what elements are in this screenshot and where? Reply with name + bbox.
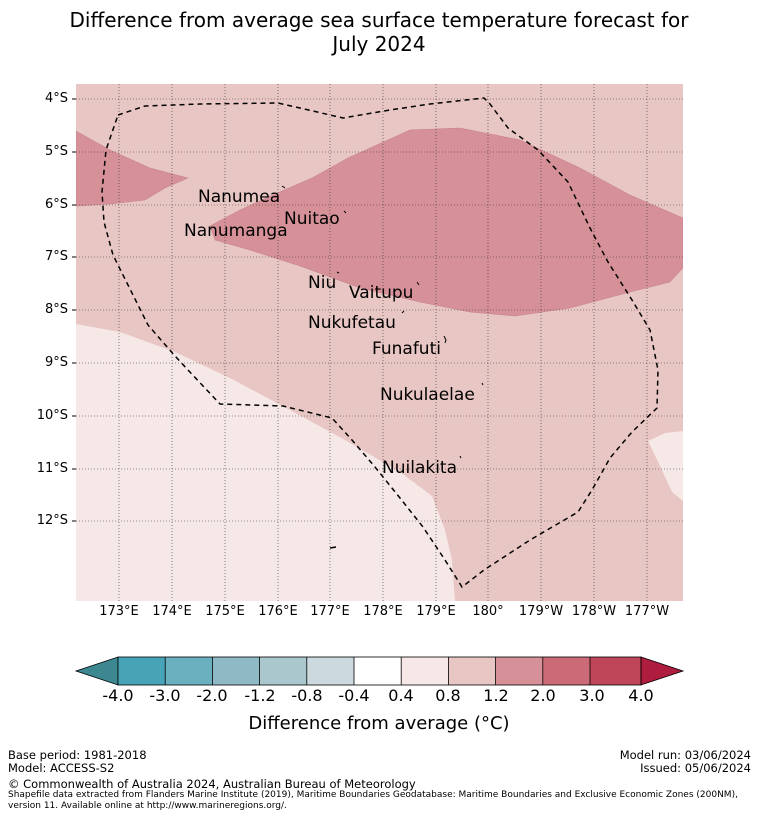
place-funafuti: Funafuti [372,339,441,359]
island-nukulaelae [481,382,484,386]
eez-boundary [101,97,659,589]
anomaly-region-0.4-0.8-southwest [76,324,455,601]
island-nukufetau [401,310,405,314]
issued-date: Issued: 05/06/2024 [640,761,751,775]
lat-label-10s: 10°S [36,408,68,423]
colorbar-tick: -4.0 [102,686,134,705]
colorbar-tick: 0.4 [388,686,414,705]
base-period: Base period: 1981-2018 [8,748,147,762]
source-line-2: version 11. Available online at http://w… [8,801,287,811]
island-nuitao [343,210,347,214]
colorbar-bin-3 [212,657,260,685]
island-south [329,546,337,549]
lon-label-174e: 174°E [152,604,192,619]
colorbar-bin-9 [495,657,543,685]
colorbar-bin-11 [590,657,641,685]
place-vaitupu: Vaitupu [349,283,414,303]
island-nuilakita [459,455,462,459]
colorbar-tick: 4.0 [628,686,654,705]
lat-label-5s: 5°S [44,144,68,159]
colorbar-bin-6 [354,657,402,685]
island-niu [336,271,340,274]
anomaly-region-0.4-0.8-southeast [648,431,683,501]
colorbar [74,656,685,686]
place-nuilakita: Nuilakita [382,458,458,478]
copyright: © Commonwealth of Australia 2024, Austra… [8,777,416,791]
place-nanumea: Nanumea [198,187,281,207]
lon-label-173e: 173°E [99,604,139,619]
lat-label-7s: 7°S [44,249,68,264]
lon-label-180: 180° [472,604,504,619]
colorbar-tick: -2.0 [196,686,228,705]
colorbar-tick: -1.2 [244,686,276,705]
source-line-1: Shapefile data extracted from Flanders M… [8,790,738,800]
anomaly-region-1.2-2.0-main [209,127,683,317]
lat-label-9s: 9°S [44,355,68,370]
lat-label-4s: 4°S [44,91,68,106]
colorbar-tick: -0.4 [338,686,370,705]
colorbar-bin-5 [306,657,354,685]
colorbar-bin-4 [259,657,307,685]
colorbar-bin-8 [448,657,496,685]
lat-label-11s: 11°S [36,461,68,476]
lon-label-176e: 176°E [258,604,298,619]
model-name: Model: ACCESS-S2 [8,761,115,775]
colorbar-tick: 3.0 [579,686,605,705]
lon-label-178e: 178°E [363,604,403,619]
lat-label-6s: 6°S [44,197,68,212]
colorbar-extend-min [74,656,119,686]
lat-label-8s: 8°S [44,302,68,317]
anomaly-region-1.2-2.0-west [76,130,189,207]
colorbar-bin-1 [118,657,166,685]
lon-label-177e: 177°E [310,604,350,619]
lat-label-12s: 12°S [36,513,68,528]
colorbar-bin-10 [542,657,590,685]
place-nuitao: Nuitao [284,209,340,229]
lon-label-179w: 179°W [518,604,564,619]
lon-label-178w: 178°W [571,604,617,619]
colorbar-label: Difference from average (°C) [248,713,510,734]
island-nanumea [281,185,286,189]
colorbar-tick: 2.0 [530,686,556,705]
place-nukufetau: Nukufetau [308,313,396,333]
colorbar-tick: -3.0 [149,686,181,705]
island-vaitupu [416,281,420,286]
place-nukulaelae: Nukulaelae [380,385,475,405]
colorbar-bin-7 [401,657,449,685]
title-line-2: July 2024 [332,32,426,56]
colorbar-tick: 0.8 [435,686,461,705]
colorbar-tick: 1.2 [483,686,509,705]
title-line-1: Difference from average sea surface temp… [69,8,689,32]
colorbar-extend-max [640,656,685,686]
map-title: Difference from average sea surface temp… [0,8,758,56]
model-run: Model run: 03/06/2024 [619,748,751,762]
colorbar-bin-2 [165,657,213,685]
island-funafuti [443,335,447,344]
place-nanumanga: Nanumanga [184,221,288,241]
colorbar-tick: -0.8 [291,686,323,705]
map-grid [76,84,683,601]
lon-label-177w: 177°W [624,604,670,619]
place-niu: Niu [308,273,337,293]
lon-label-179e: 179°E [416,604,456,619]
lon-label-175e: 175°E [205,604,245,619]
